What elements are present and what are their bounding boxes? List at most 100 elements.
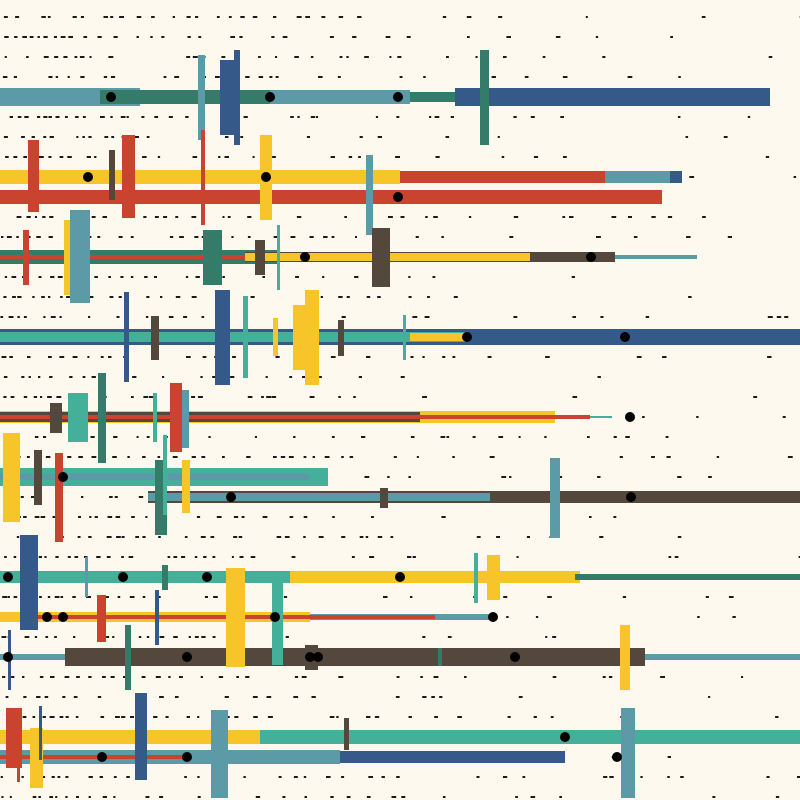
texture-dash [545,636,548,638]
vertical-bar [211,710,228,798]
vertical-bar [97,595,106,642]
texture-dash [37,36,40,38]
texture-dash [572,396,578,398]
texture-dash [552,676,557,678]
texture-dash [88,796,91,798]
texture-dash [767,356,772,358]
horizontal-bar [455,88,770,106]
texture-dash [306,136,310,138]
texture-dash [121,556,124,558]
texture-dash [136,436,139,438]
texture-dash [73,696,78,698]
texture-dash [331,436,335,438]
vertical-bar [125,625,131,690]
texture-dash [94,156,97,158]
horizontal-bar [0,255,275,259]
texture-dash [107,516,113,518]
dot [625,412,635,422]
texture-dash [271,36,275,38]
texture-dash [113,36,118,38]
texture-dash [45,456,51,458]
vertical-bar [372,228,390,287]
texture-dash [143,396,148,398]
texture-dash [121,716,126,718]
texture-dash [224,156,229,158]
texture-dash [782,416,786,418]
texture-dash [23,156,27,158]
texture-dash [131,516,135,518]
texture-dash [476,776,480,778]
texture-dash [753,396,758,398]
texture-dash [128,556,134,558]
texture-dash [420,676,423,678]
texture-dash [191,216,197,218]
texture-dash [359,136,363,138]
texture-dash [146,296,150,298]
texture-dash [708,696,711,698]
texture-dash [212,556,216,558]
vertical-bar [28,140,39,212]
texture-dash [184,776,187,778]
texture-dash [518,696,523,698]
texture-dash [118,296,122,298]
texture-dash [509,476,512,478]
texture-dash [349,456,354,458]
texture-dash [330,156,335,158]
texture-dash [60,596,64,598]
texture-dash [24,636,30,638]
texture-dash [165,716,169,718]
dot [182,652,192,662]
texture-dash [32,716,36,718]
texture-dash [364,476,370,478]
texture-dash [348,156,353,158]
vertical-bar [226,568,245,667]
texture-dash [231,556,234,558]
texture-dash [39,676,44,678]
vertical-bar [98,373,106,463]
texture-dash [507,716,511,718]
vertical-bar [234,50,240,145]
texture-dash [146,136,150,138]
texture-dash [269,76,273,78]
texture-dash [102,216,107,218]
texture-dash [686,236,691,238]
texture-dash [433,676,439,678]
vertical-bar [162,565,168,590]
texture-dash [793,176,797,178]
texture-dash [651,456,655,458]
vertical-bar [182,390,189,448]
texture-dash [142,456,146,458]
texture-dash [34,516,40,518]
texture-dash [197,776,200,778]
texture-dash [34,436,39,438]
texture-dash [533,156,539,158]
texture-dash [43,136,47,138]
texture-dash [727,236,732,238]
texture-dash [145,316,149,318]
texture-dash [38,556,42,558]
texture-dash [275,76,279,78]
texture-dash [28,376,31,378]
texture-dash [78,516,81,518]
texture-dash [396,676,400,678]
texture-dash [97,36,102,38]
texture-dash [322,276,325,278]
texture-dash [175,216,179,218]
texture-dash [141,676,146,678]
texture-dash [142,536,146,538]
texture-dash [69,376,73,378]
vertical-bar [70,210,90,303]
vertical-bar [338,320,344,356]
texture-dash [49,376,53,378]
texture-dash [262,276,265,278]
vertical-bar [109,150,115,200]
texture-dash [17,116,22,118]
texture-dash [112,456,117,458]
texture-dash [266,696,272,698]
texture-dash [67,76,70,78]
texture-dash [191,456,196,458]
texture-dash [265,376,268,378]
texture-dash [157,456,161,458]
texture-dash [12,296,16,298]
